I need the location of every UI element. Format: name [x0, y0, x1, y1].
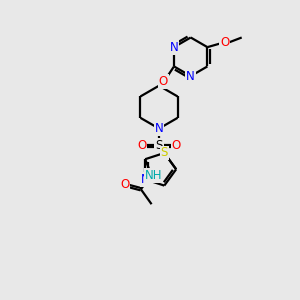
- Text: S: S: [155, 139, 163, 152]
- Text: O: O: [159, 75, 168, 88]
- Text: N: N: [154, 122, 164, 135]
- Text: N: N: [141, 173, 149, 186]
- Text: S: S: [160, 146, 168, 160]
- Text: NH: NH: [145, 169, 163, 182]
- Text: O: O: [172, 139, 181, 152]
- Text: N: N: [186, 70, 195, 83]
- Text: O: O: [137, 139, 146, 152]
- Text: N: N: [169, 40, 178, 54]
- Text: O: O: [120, 178, 129, 191]
- Text: O: O: [220, 36, 229, 50]
